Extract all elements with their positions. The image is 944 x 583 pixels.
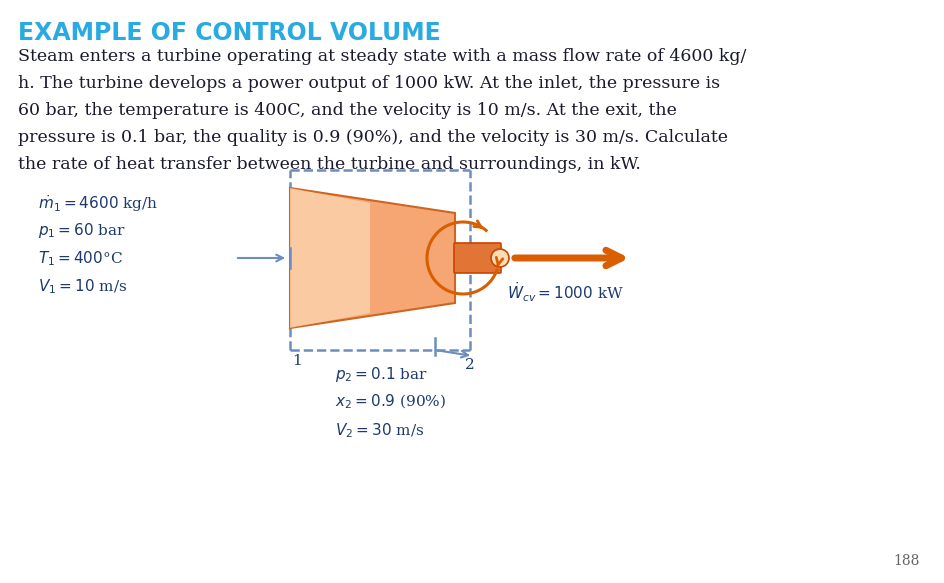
FancyBboxPatch shape: [453, 243, 500, 273]
Text: 2: 2: [464, 358, 474, 372]
Polygon shape: [290, 188, 370, 328]
Text: $T_1 = 400$°C: $T_1 = 400$°C: [38, 249, 123, 268]
Text: $p_2 = 0.1$ bar: $p_2 = 0.1$ bar: [334, 365, 428, 384]
Text: Steam enters a turbine operating at steady state with a mass flow rate of 4600 k: Steam enters a turbine operating at stea…: [18, 48, 746, 65]
Text: $V_1 = 10$ m/s: $V_1 = 10$ m/s: [38, 277, 127, 296]
Polygon shape: [290, 188, 454, 328]
Text: $\dot{W}_{cv} = 1000$ kW: $\dot{W}_{cv} = 1000$ kW: [507, 280, 623, 304]
Text: pressure is 0.1 bar, the quality is 0.9 (90%), and the velocity is 30 m/s. Calcu: pressure is 0.1 bar, the quality is 0.9 …: [18, 129, 727, 146]
Text: $x_2 = 0.9$ (90%): $x_2 = 0.9$ (90%): [334, 393, 446, 412]
Text: $p_1 = 60$ bar: $p_1 = 60$ bar: [38, 221, 126, 240]
Text: $\dot{m}_1 = 4600$ kg/h: $\dot{m}_1 = 4600$ kg/h: [38, 193, 158, 214]
Text: the rate of heat transfer between the turbine and surroundings, in kW.: the rate of heat transfer between the tu…: [18, 156, 640, 173]
Text: 1: 1: [292, 354, 301, 368]
Text: 60 bar, the temperature is 400C, and the velocity is 10 m/s. At the exit, the: 60 bar, the temperature is 400C, and the…: [18, 102, 676, 119]
Text: h. The turbine develops a power output of 1000 kW. At the inlet, the pressure is: h. The turbine develops a power output o…: [18, 75, 719, 92]
Text: 188: 188: [893, 554, 919, 568]
Text: EXAMPLE OF CONTROL VOLUME: EXAMPLE OF CONTROL VOLUME: [18, 21, 440, 45]
Circle shape: [491, 249, 509, 267]
Text: $V_2 = 30$ m/s: $V_2 = 30$ m/s: [334, 421, 424, 440]
